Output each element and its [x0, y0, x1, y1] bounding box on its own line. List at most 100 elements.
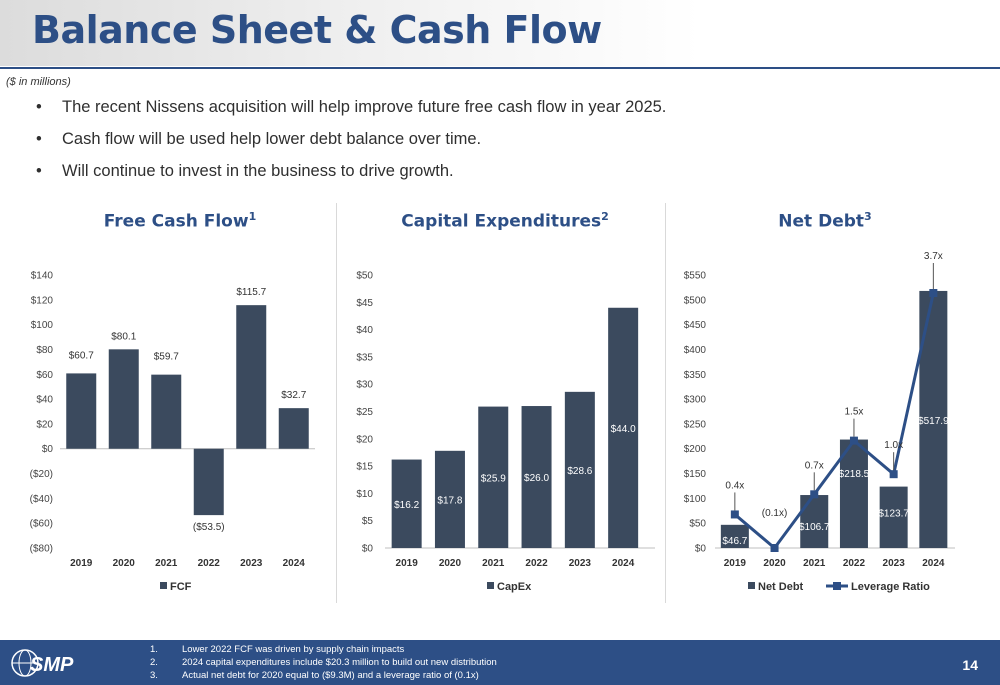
logo-text: SMP — [30, 654, 74, 676]
capex-chart-title: Capital Expenditures2 — [350, 210, 660, 232]
netdebt-ratio-label: 0.4x — [725, 480, 744, 491]
bullet-item: • Cash flow will be used help lower debt … — [36, 128, 666, 160]
netdebt-ratio-label: 3.7x — [924, 251, 943, 262]
bullet-list: • The recent Nissens acquisition will hel… — [36, 96, 666, 192]
fcf-legend-label: FCF — [170, 581, 192, 593]
capex-ytick-label: $35 — [356, 352, 373, 363]
netdebt-xtick-label: 2019 — [724, 558, 747, 569]
netdebt-data-label: $46.7 — [722, 536, 747, 547]
fcf-bar — [278, 408, 309, 449]
capex-data-label: $26.0 — [524, 473, 549, 484]
netdebt-legend-marker-icon — [833, 582, 841, 590]
capex-ytick-label: $5 — [362, 516, 374, 527]
netdebt-leverage-marker — [730, 510, 739, 519]
capex-ytick-label: $25 — [356, 407, 373, 418]
fcf-xtick-label: 2019 — [70, 558, 93, 569]
capex-ytick-label: $10 — [356, 489, 373, 500]
footnote-text: 2024 capital expenditures include $20.3 … — [182, 657, 497, 668]
footnote-item: 1. Lower 2022 FCF was driven by supply ch… — [150, 643, 497, 656]
netdebt-leverage-marker — [889, 470, 898, 479]
fcf-legend-swatch-icon — [160, 582, 167, 589]
panel-divider — [336, 203, 337, 603]
capex-data-label: $28.6 — [567, 466, 592, 477]
capex-ytick-label: $20 — [356, 434, 373, 445]
netdebt-ratio-label: 1.5x — [844, 407, 863, 418]
capex-ytick-label: $30 — [356, 380, 373, 391]
netdebt-leverage-line — [733, 292, 935, 551]
fcf-ytick-label: ($40) — [30, 494, 53, 505]
fcf-ytick-label: $40 — [36, 395, 53, 406]
fcf-bar — [193, 448, 224, 516]
fcf-xtick-label: 2024 — [283, 558, 306, 569]
capex-legend-label: CapEx — [497, 581, 532, 593]
fcf-ytick-label: $20 — [36, 419, 53, 430]
fcf-ytick-label: $80 — [36, 345, 53, 356]
capex-xtick-label: 2022 — [525, 558, 548, 569]
netdebt-data-label: $517.9 — [918, 416, 949, 427]
fcf-xtick-label: 2021 — [155, 558, 178, 569]
netdebt-ytick-label: $0 — [695, 544, 707, 555]
bullet-item: • The recent Nissens acquisition will hel… — [36, 96, 666, 128]
netdebt-ratio-label: 0.7x — [805, 460, 824, 471]
capex-data-label: $44.0 — [611, 424, 636, 435]
capex-ytick-label: $40 — [356, 325, 373, 336]
bullet-item: • Will continue to invest in the business… — [36, 160, 666, 192]
footnotes: 1. Lower 2022 FCF was driven by supply ch… — [150, 643, 497, 682]
fcf-ytick-label: $100 — [31, 320, 54, 331]
netdebt-ytick-label: $450 — [684, 320, 707, 331]
title-rule — [0, 67, 1000, 69]
netdebt-legend-label: Net Debt — [758, 581, 804, 593]
capex-title-text: Capital Expenditures — [401, 211, 602, 232]
footnote-text: Lower 2022 FCF was driven by supply chai… — [182, 644, 405, 655]
netdebt-xtick-label: 2024 — [922, 558, 945, 569]
footnote-item: 3. Actual net debt for 2020 equal to ($9.… — [150, 669, 497, 682]
netdebt-leverage-marker — [849, 436, 858, 445]
fcf-data-label: ($53.5) — [193, 522, 225, 533]
fcf-data-label: $115.7 — [236, 287, 266, 298]
fcf-ytick-label: $120 — [31, 295, 54, 306]
fcf-ytick-label: ($20) — [30, 469, 53, 480]
bullet-text: The recent Nissens acquisition will help… — [62, 98, 667, 116]
netdebt-leverage-marker — [929, 289, 938, 297]
netdebt-ytick-label: $350 — [684, 370, 707, 381]
netdebt-xtick-label: 2023 — [883, 558, 906, 569]
netdebt-xtick-label: 2022 — [843, 558, 866, 569]
capex-xtick-label: 2020 — [439, 558, 462, 569]
fcf-data-label: $60.7 — [69, 350, 94, 361]
fcf-xtick-label: 2020 — [113, 558, 136, 569]
fcf-xtick-label: 2022 — [198, 558, 221, 569]
capex-data-label: $25.9 — [481, 473, 506, 484]
fcf-title-footnote-ref: 1 — [248, 210, 257, 223]
netdebt-bar — [720, 524, 749, 548]
capex-ytick-label: $45 — [356, 298, 373, 309]
capex-title-footnote-ref: 2 — [601, 210, 609, 223]
netdebt-bar — [839, 439, 868, 548]
capex-ytick-label: $50 — [356, 271, 373, 282]
capex-xtick-label: 2021 — [482, 558, 505, 569]
netdebt-data-label: $218.5 — [839, 469, 870, 480]
capex-bar — [434, 450, 465, 548]
fcf-ytick-label: $60 — [36, 370, 53, 381]
fcf-bar — [66, 373, 97, 449]
capex-ytick-label: $15 — [356, 462, 373, 473]
netdebt-leverage-marker — [810, 490, 819, 499]
netdebt-title-text: Net Debt — [778, 211, 865, 232]
fcf-title-text: Free Cash Flow — [103, 211, 249, 232]
bullet-dot-icon: • — [36, 162, 42, 180]
fcf-data-label: $32.7 — [281, 390, 306, 401]
fcf-xtick-label: 2023 — [240, 558, 263, 569]
netdebt-xtick-label: 2021 — [803, 558, 826, 569]
capex-data-label: $17.8 — [437, 495, 462, 506]
capex-xtick-label: 2024 — [612, 558, 635, 569]
capex-bar — [391, 459, 422, 548]
title-band — [0, 0, 1000, 66]
netdebt-ytick-label: $150 — [684, 469, 707, 480]
capex-data-label: $16.2 — [394, 500, 419, 511]
netdebt-legend-label: Leverage Ratio — [851, 581, 930, 593]
bullet-dot-icon: • — [36, 98, 42, 116]
fcf-ytick-label: $0 — [42, 444, 54, 455]
charts-canvas: $140 $120 $100 $80 $60 $40 $20 $0 ($20) ($40) ($60… — [30, 251, 955, 593]
netdebt-chart-title: Net Debt3 — [690, 210, 960, 232]
capex-ytick-label: $0 — [362, 544, 374, 555]
netdebt-data-label: $106.7 — [799, 522, 830, 533]
